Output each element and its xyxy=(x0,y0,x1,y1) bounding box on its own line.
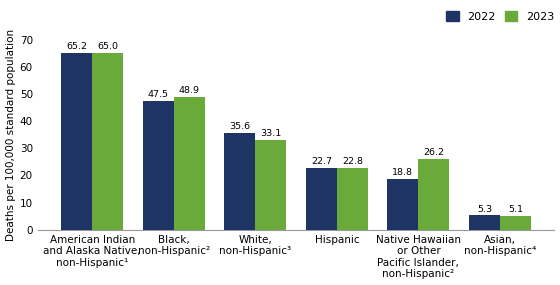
Legend: 2022, 2023: 2022, 2023 xyxy=(446,11,554,22)
Bar xyxy=(388,179,418,230)
Bar xyxy=(174,97,205,230)
Bar xyxy=(306,168,337,230)
Text: 18.8: 18.8 xyxy=(393,168,413,177)
Bar xyxy=(61,52,92,230)
Y-axis label: Deaths per 100,000 standard population: Deaths per 100,000 standard population xyxy=(6,28,16,241)
Bar xyxy=(337,168,368,230)
Bar xyxy=(225,133,255,230)
Text: 35.6: 35.6 xyxy=(229,122,250,131)
Text: 22.7: 22.7 xyxy=(311,157,332,166)
Text: 65.0: 65.0 xyxy=(97,42,118,52)
Bar xyxy=(469,215,500,230)
Bar xyxy=(500,216,531,230)
Text: 22.8: 22.8 xyxy=(342,157,363,166)
Text: 48.9: 48.9 xyxy=(179,86,200,95)
Text: 5.3: 5.3 xyxy=(477,205,492,214)
Text: 65.2: 65.2 xyxy=(66,42,87,51)
Text: 47.5: 47.5 xyxy=(148,90,169,99)
Bar xyxy=(255,140,286,230)
Text: 5.1: 5.1 xyxy=(508,205,523,214)
Bar xyxy=(143,101,174,230)
Bar xyxy=(418,158,450,230)
Bar xyxy=(92,53,123,230)
Text: 33.1: 33.1 xyxy=(260,129,282,138)
Text: 26.2: 26.2 xyxy=(423,148,445,157)
